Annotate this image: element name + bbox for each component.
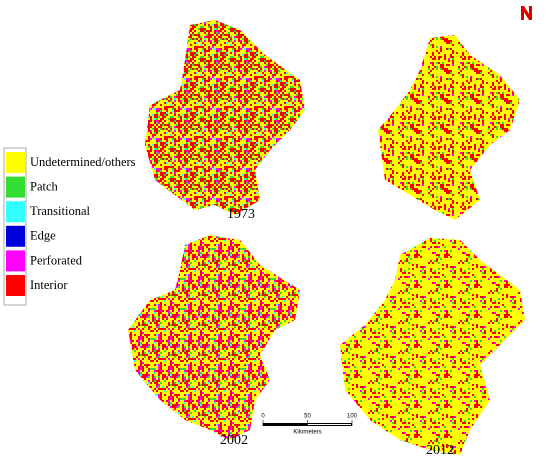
legend-swatch — [6, 152, 25, 173]
legend-swatch — [6, 275, 25, 296]
legend-label: Patch — [30, 179, 59, 193]
north-arrow-icon — [521, 6, 532, 20]
maps: 1973199020022012 — [128, 20, 525, 458]
scale-tick-label: 0 — [261, 414, 265, 420]
legend-frame — [3, 147, 27, 306]
legend-label: Edge — [30, 229, 56, 243]
legend-label: Undetermined/others — [30, 155, 136, 169]
scale-bar-body — [307, 424, 351, 425]
land-cover-map — [340, 238, 525, 455]
legend: Undetermined/others Patch Transitional Edge… — [6, 152, 136, 296]
map-year: 1973 — [227, 207, 255, 222]
land-cover-map — [128, 235, 300, 440]
north-arrow-label: N — [538, 4, 542, 10]
legend-swatch — [6, 225, 25, 247]
land-cover-map — [145, 20, 305, 215]
north-arrow: N — [521, 4, 542, 20]
land-cover-map — [378, 35, 520, 220]
legend-label: Transitional — [30, 204, 90, 218]
scale-tick-label: 50 — [304, 414, 311, 420]
map-year: 2012 — [426, 443, 454, 458]
scale-unit: Kilometers — [293, 430, 321, 436]
scale-bar: 0 50 100 Kilometers — [261, 414, 357, 436]
legend-label: Interior — [30, 278, 68, 292]
legend-swatch — [6, 250, 25, 272]
legend-swatch — [6, 176, 25, 198]
legend-swatch — [6, 201, 25, 223]
scale-tick-label: 100 — [347, 414, 358, 420]
legend-label: Perforated — [30, 253, 83, 267]
map-year: 2002 — [220, 433, 248, 448]
